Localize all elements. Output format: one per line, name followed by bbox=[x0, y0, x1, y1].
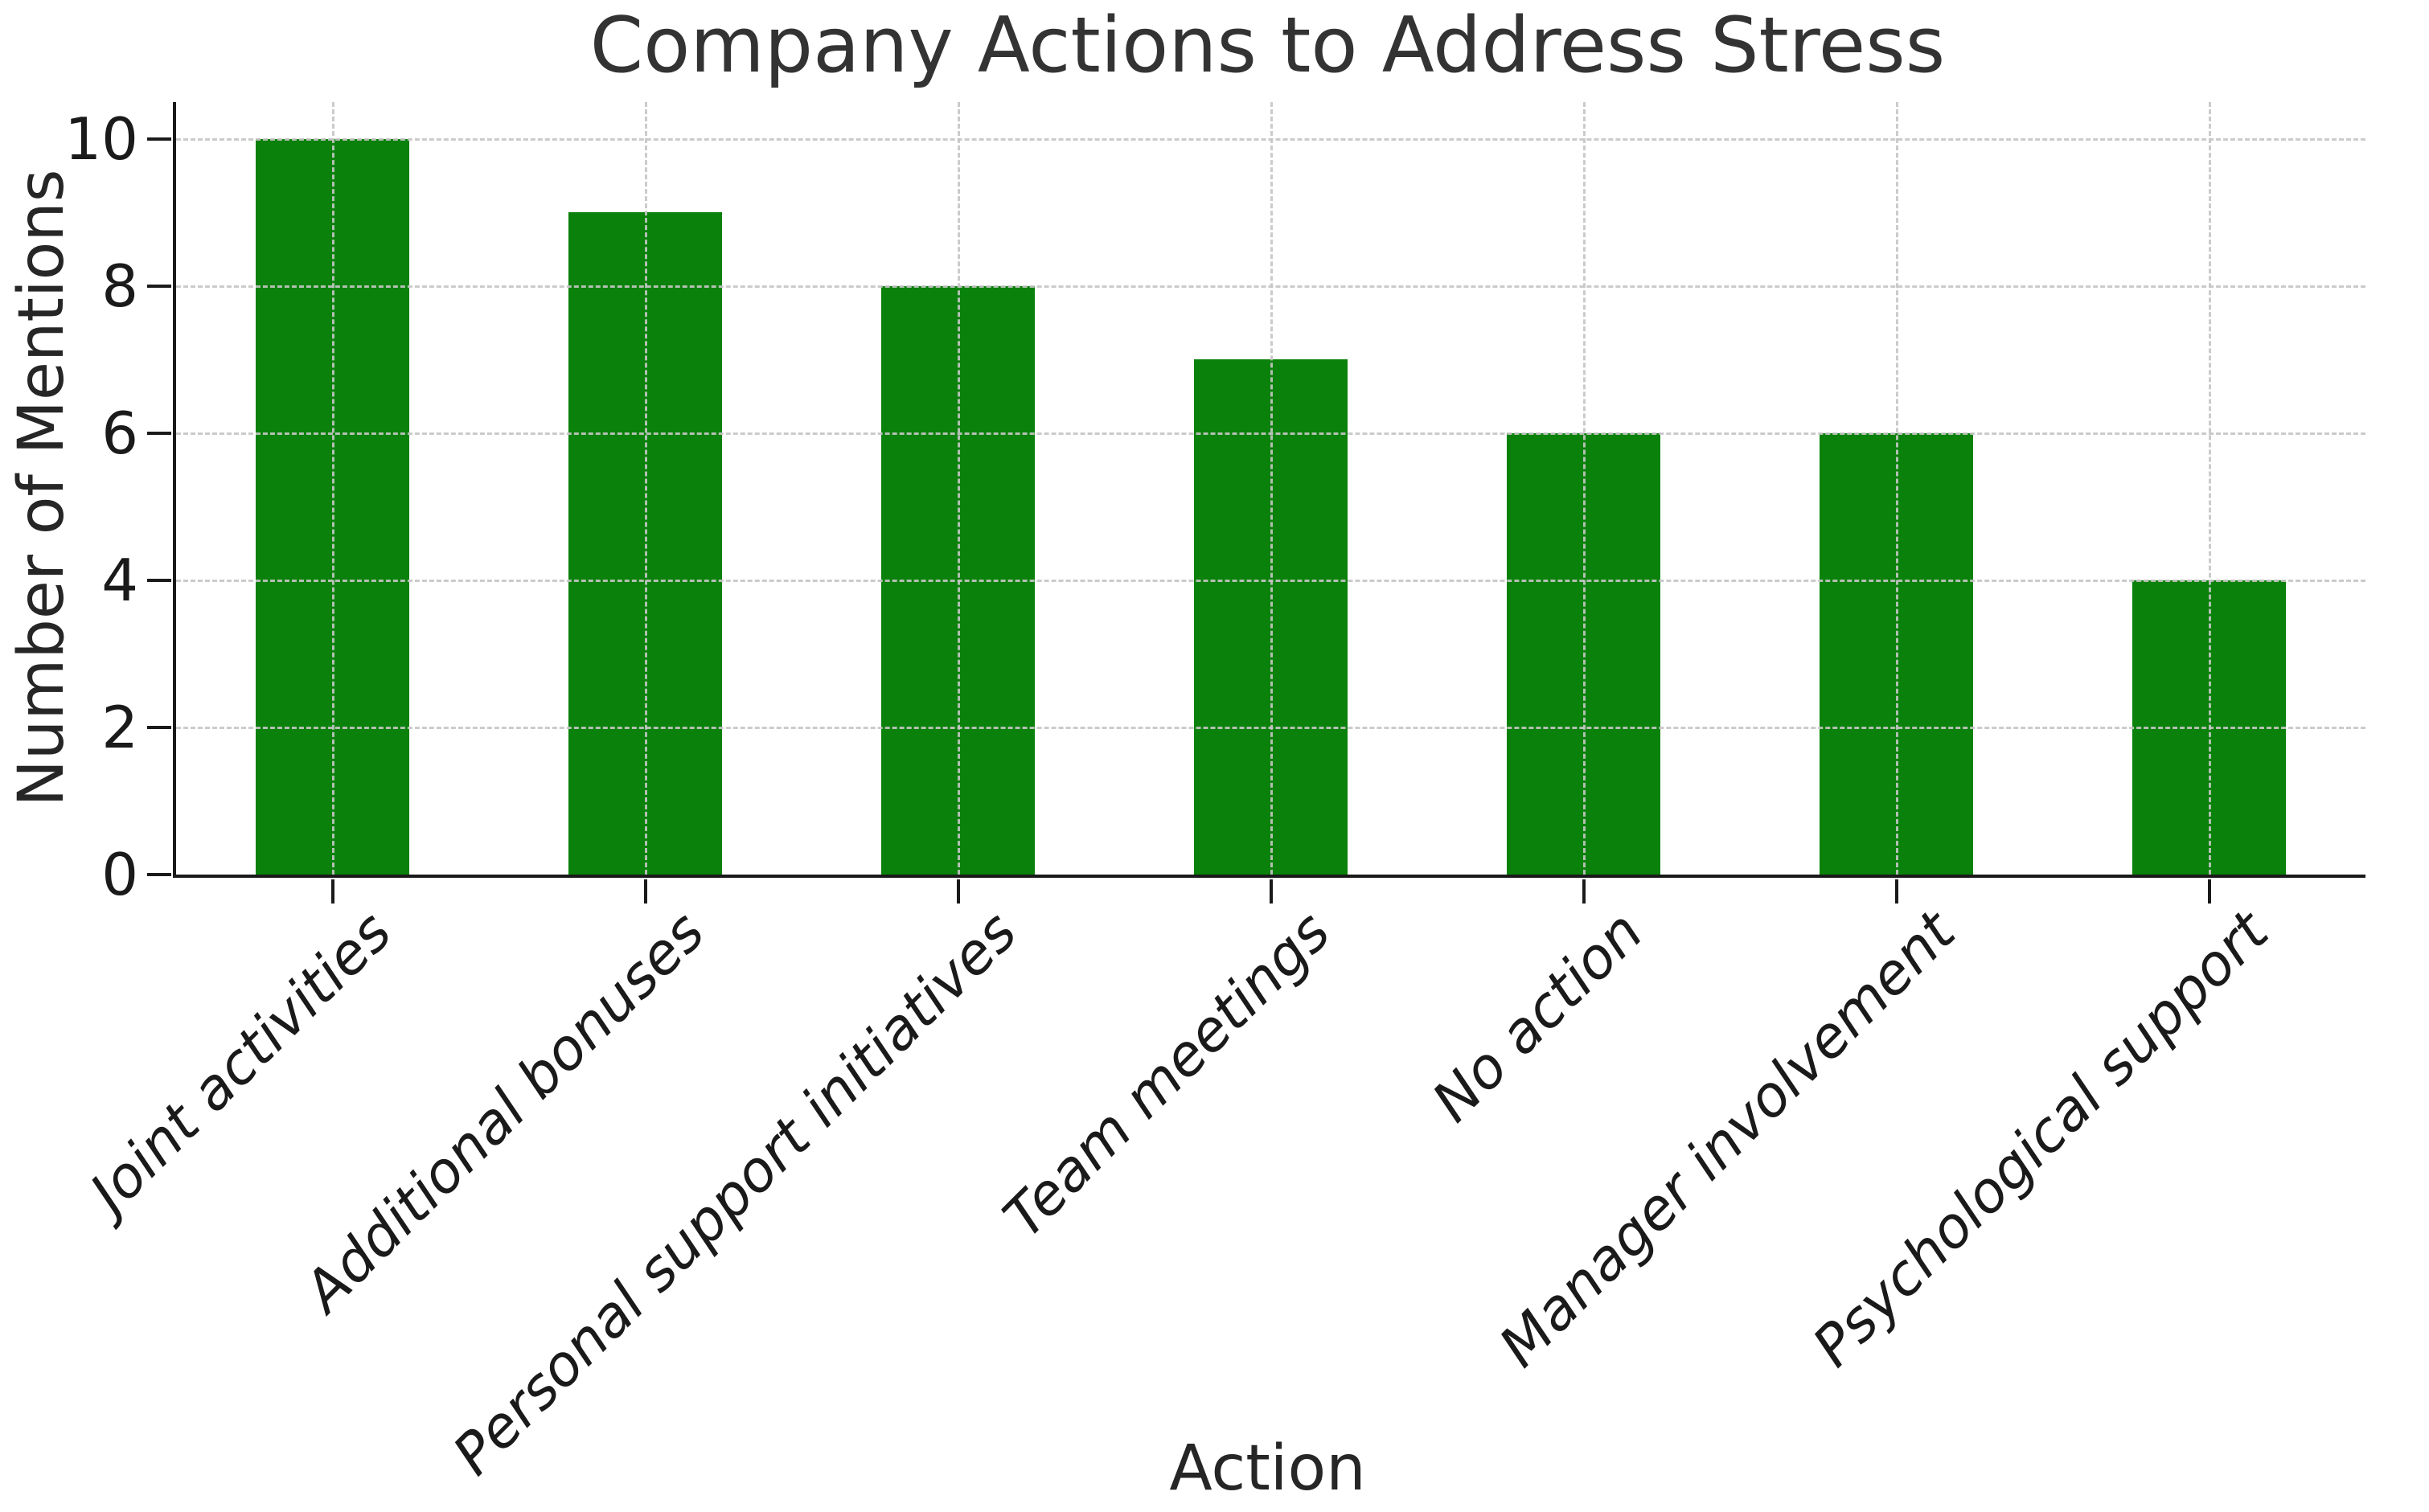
y-tick-label-8: 8 bbox=[101, 252, 138, 320]
chart-title: Company Actions to Address Stress bbox=[589, 2, 1946, 90]
y-tick-label-4: 4 bbox=[101, 546, 138, 614]
y-tick-label-10: 10 bbox=[64, 104, 138, 173]
gridline-x-no-action bbox=[1583, 102, 1586, 875]
y-tick-mark-6 bbox=[147, 431, 171, 435]
plot-area bbox=[147, 102, 2365, 904]
x-tick-mark-joint-activities bbox=[331, 879, 334, 904]
x-tick-label-no-action: No action bbox=[1419, 899, 1656, 1135]
gridline-x-psychological-support bbox=[2209, 102, 2211, 875]
y-tick-label-6: 6 bbox=[101, 399, 138, 467]
gridline-x-team-meetings bbox=[1270, 102, 1273, 875]
y-tick-mark-10 bbox=[147, 137, 171, 141]
gridline-x-personal-support-initiatives bbox=[958, 102, 960, 875]
x-tick-label-joint-activities: Joint activities bbox=[77, 899, 404, 1226]
gridline-x-joint-activities bbox=[332, 102, 334, 875]
y-tick-mark-2 bbox=[147, 725, 171, 729]
x-tick-mark-personal-support-initiatives bbox=[957, 879, 960, 904]
x-tick-mark-psychological-support bbox=[2208, 879, 2211, 904]
y-tick-mark-4 bbox=[147, 578, 171, 582]
x-tick-mark-team-meetings bbox=[1270, 879, 1273, 904]
y-tick-label-0: 0 bbox=[101, 841, 138, 908]
y-tick-label-2: 2 bbox=[101, 693, 138, 761]
y-tick-mark-0 bbox=[147, 873, 171, 876]
x-tick-label-personal-support-initiatives: Personal support initiatives bbox=[440, 899, 1030, 1488]
x-tick-label-team-meetings: Team meetings bbox=[990, 899, 1343, 1251]
x-tick-mark-additional-bonuses bbox=[644, 879, 647, 904]
x-tick-mark-no-action bbox=[1582, 879, 1586, 904]
gridline-x-manager-involvement bbox=[1896, 102, 1898, 875]
x-axis-label: Action bbox=[1169, 1432, 1366, 1505]
gridline-x-additional-bonuses bbox=[645, 102, 647, 875]
x-tick-mark-manager-involvement bbox=[1895, 879, 1898, 904]
y-tick-mark-8 bbox=[147, 284, 171, 288]
